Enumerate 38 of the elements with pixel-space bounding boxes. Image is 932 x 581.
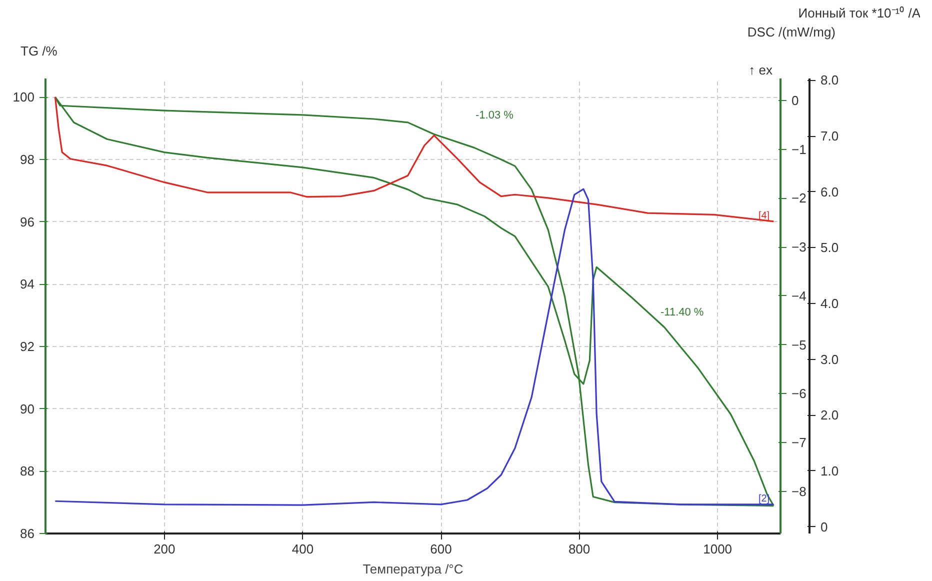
- y-tick-label: 100: [12, 90, 35, 105]
- y2-tick-label: −6: [792, 386, 806, 402]
- y2-tick-label: 0: [792, 92, 799, 108]
- y3-tick-label: 3.0: [820, 352, 839, 367]
- y3-tick-label: 4.0: [820, 296, 839, 311]
- y2-tick-label: −2: [792, 190, 806, 206]
- y-tick-label: 94: [20, 276, 35, 292]
- text: ↑ ex: [748, 62, 773, 78]
- y-tick-label: 98: [20, 152, 35, 168]
- x-tick-label: 400: [292, 542, 314, 556]
- x-tick-label: 800: [568, 542, 590, 556]
- y3-tick-label: 6.0: [820, 184, 839, 200]
- y3-tick-label: 8.0: [820, 72, 839, 88]
- y2-tick-label: −5: [792, 337, 806, 352]
- y2-tick-label: −4: [792, 288, 806, 304]
- y3-tick-label: 0: [820, 519, 828, 534]
- y-tick-label: 88: [20, 464, 35, 479]
- y2-tick-label: −7: [792, 435, 806, 450]
- x-tick-label: 1000: [703, 542, 732, 556]
- y2-tick-label: −1: [792, 142, 806, 157]
- y2-axis-title: DSC /(mW/mg): [747, 24, 836, 40]
- x-tick-label: 600: [430, 542, 452, 556]
- annotation: -11.40 %: [660, 306, 704, 318]
- y3-tick-label: 7.0: [820, 128, 839, 144]
- y3-tick-label: 1.0: [820, 463, 839, 478]
- annotation: -1.03 %: [476, 110, 514, 122]
- y-tick-label: 96: [20, 214, 35, 230]
- y-tick-label: 90: [20, 401, 35, 416]
- series-label: [2]: [758, 493, 770, 504]
- x-tick-label: 200: [154, 542, 176, 556]
- y-axis-title: TG /%: [20, 44, 58, 58]
- x-axis-title: Температура /°C: [362, 562, 464, 576]
- y2-tick-label: −3: [792, 240, 806, 255]
- y-tick-label: 92: [20, 339, 35, 354]
- y-tick-label: 86: [20, 526, 35, 541]
- y2-tick-label: −8: [792, 484, 806, 499]
- y3-tick-label: 5.0: [820, 240, 839, 256]
- y3-tick-label: 2.0: [820, 408, 839, 423]
